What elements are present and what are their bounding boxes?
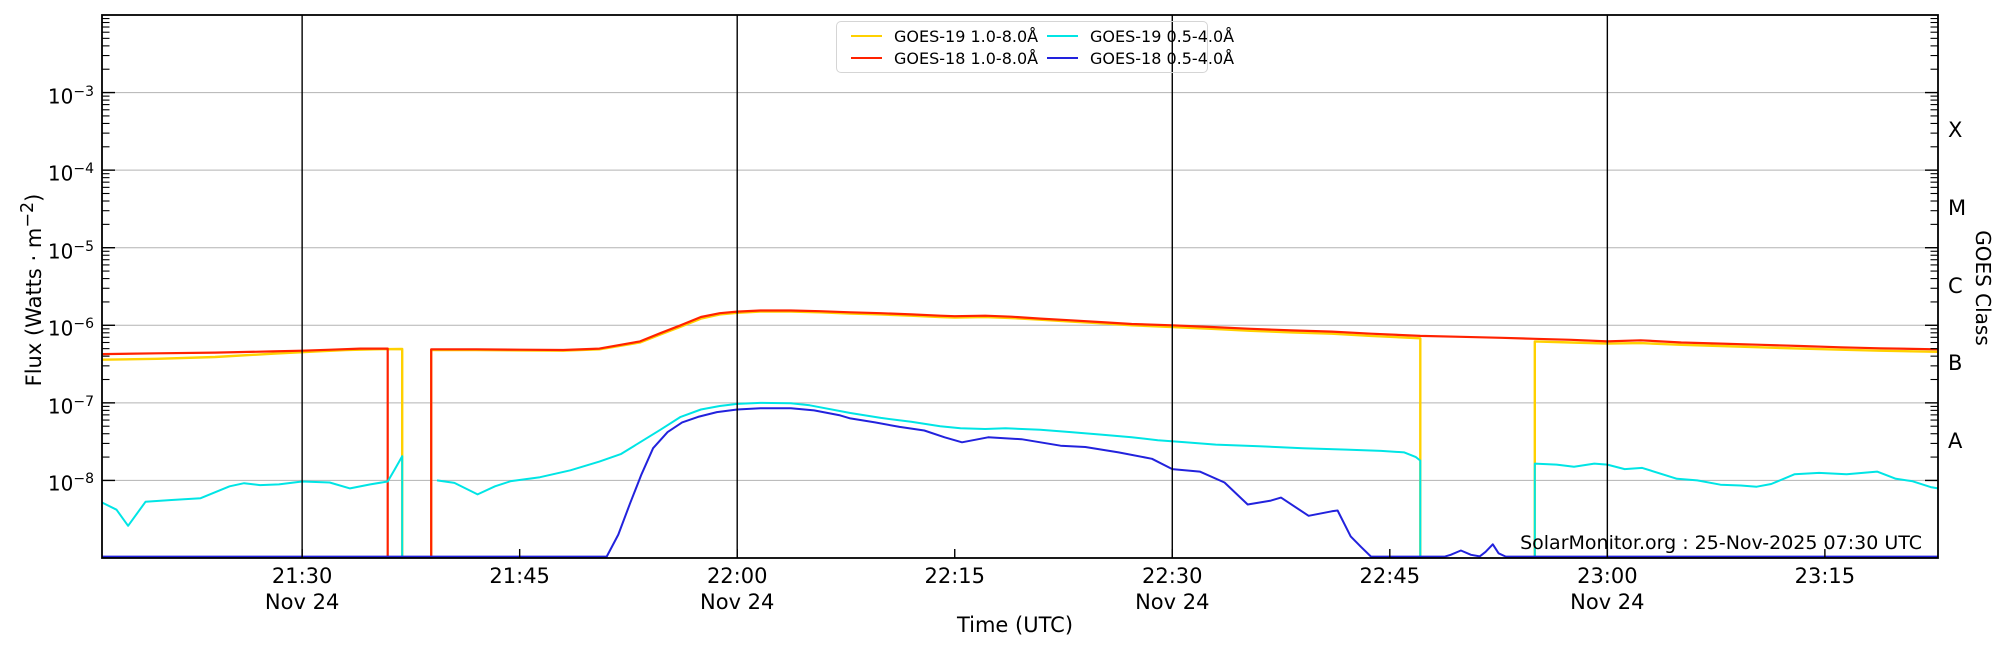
legend-item-goes18-long: GOES-18 1.0-8.0Å [851,47,1047,69]
x-tick-date-label: Nov 24 [1570,590,1645,614]
series-line-0 [1533,340,1939,557]
series-line-0 [101,347,404,557]
x-tick-label: 23:15 [1794,564,1856,588]
y-tick-label: 10−4 [47,161,94,186]
y-tick-label: 10−7 [47,393,94,419]
x-tick-date-label: Nov 24 [1135,590,1210,614]
x-tick-label: 22:30 [1142,564,1203,588]
goes19-short-line-swatch-icon [1047,34,1078,38]
series-line-2 [101,455,404,557]
legend-item-goes19-short: GOES-19 0.5-4.0Å [1047,25,1234,47]
legend-column-2: GOES-19 0.5-4.0Å GOES-18 0.5-4.0Å [1047,22,1234,72]
series-line-1 [430,309,1939,557]
goes-class-label-B: B [1948,351,1963,376]
series-line-3 [102,407,1938,558]
watermark: SolarMonitor.org : 25-Nov-2025 07:30 UTC [1520,532,1922,554]
x-axis-title: Time (UTC) [956,613,1074,637]
goes-class-label-C: C [1948,273,1963,298]
y-tick-label: 10−3 [47,83,94,109]
goes-class-label-A: A [1948,428,1963,453]
goes-class-label-X: X [1948,118,1963,143]
x-tick-label: 21:45 [489,564,550,588]
x-tick-label: 23:00 [1577,564,1638,588]
goes18-long-line-swatch-icon [851,56,882,60]
series-line-2 [1533,462,1939,557]
x-tick-label: 22:00 [706,564,768,588]
y-tick-label: 10−5 [47,238,94,264]
goes19-long-line-swatch-icon [851,34,882,38]
goes18-short-line-swatch-icon [1047,56,1078,60]
x-tick-date-label: Nov 24 [264,590,340,614]
x-tick-date-label: Nov 24 [700,590,775,614]
legend-item-goes18-short: GOES-18 0.5-4.0Å [1047,47,1234,69]
y-tick-label: 10−6 [47,316,94,341]
legend-label: GOES-19 0.5-4.0Å [1090,26,1235,46]
series-line-2 [436,401,1422,557]
y-axis-title: Flux (Watts · m−2) [18,193,46,387]
x-tick-label: 21:30 [271,564,333,588]
x-tick-label: 22:15 [924,564,985,588]
y-tick-label: 10−8 [47,471,94,497]
x-tick-label: 22:45 [1359,564,1421,588]
right-axis-title: GOES Class [1971,230,1995,346]
axes-border [101,14,1939,559]
series-line-1 [101,347,389,557]
legend: GOES-19 1.0-8.0Å GOES-18 1.0-8.0Å GOES-1… [836,21,1234,73]
legend-item-goes19-long: GOES-19 1.0-8.0Å [851,25,1047,47]
legend-label: GOES-18 1.0-8.0Å [894,48,1039,68]
legend-label: GOES-18 0.5-4.0Å [1090,48,1235,68]
legend-label: GOES-19 1.0-8.0Å [894,26,1039,46]
legend-column-1: GOES-19 1.0-8.0Å GOES-18 1.0-8.0Å [851,22,1047,72]
goes-class-label-M: M [1948,195,1967,220]
